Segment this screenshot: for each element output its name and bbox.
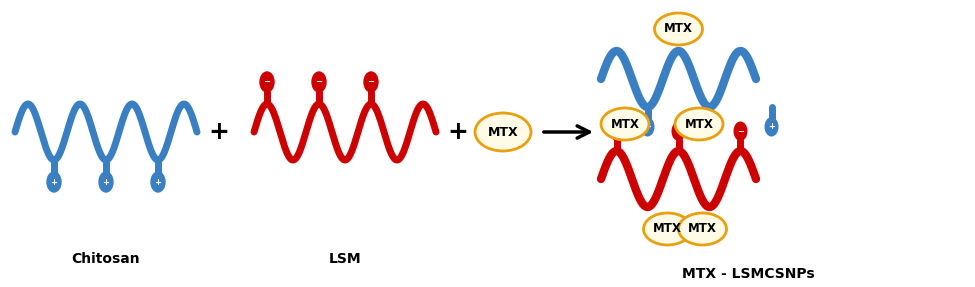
Ellipse shape [675, 108, 723, 140]
Ellipse shape [672, 122, 684, 140]
Text: MTX: MTX [688, 222, 717, 236]
Text: +: + [644, 122, 651, 131]
Ellipse shape [47, 172, 61, 192]
Text: −: − [613, 127, 620, 136]
Text: +: + [209, 120, 229, 144]
Text: −: − [263, 77, 270, 86]
Ellipse shape [475, 113, 531, 151]
Text: +: + [51, 177, 58, 187]
Ellipse shape [99, 172, 113, 192]
Ellipse shape [610, 122, 623, 140]
Ellipse shape [644, 213, 691, 245]
Ellipse shape [679, 213, 726, 245]
Ellipse shape [734, 122, 747, 140]
Ellipse shape [312, 72, 326, 92]
Text: −: − [368, 77, 374, 86]
Text: MTX: MTX [664, 22, 693, 36]
Ellipse shape [642, 118, 654, 136]
Text: MTX: MTX [653, 222, 682, 236]
Text: Chitosan: Chitosan [72, 252, 140, 266]
Text: +: + [154, 177, 162, 187]
Text: +: + [706, 122, 713, 131]
Ellipse shape [654, 13, 703, 45]
Text: −: − [737, 127, 744, 136]
Text: MTX: MTX [684, 117, 714, 131]
Text: +: + [448, 120, 468, 144]
Text: +: + [102, 177, 109, 187]
Text: MTX: MTX [610, 117, 640, 131]
Ellipse shape [601, 108, 649, 140]
Ellipse shape [765, 118, 778, 136]
Ellipse shape [151, 172, 165, 192]
Text: −: − [675, 127, 682, 136]
Ellipse shape [260, 72, 274, 92]
Ellipse shape [364, 72, 378, 92]
Text: −: − [316, 77, 323, 86]
Ellipse shape [703, 118, 716, 136]
Text: MTX - LSMCSNPs: MTX - LSMCSNPs [682, 267, 815, 281]
Text: MTX: MTX [488, 125, 519, 139]
Text: +: + [768, 122, 775, 131]
Text: LSM: LSM [329, 252, 362, 266]
